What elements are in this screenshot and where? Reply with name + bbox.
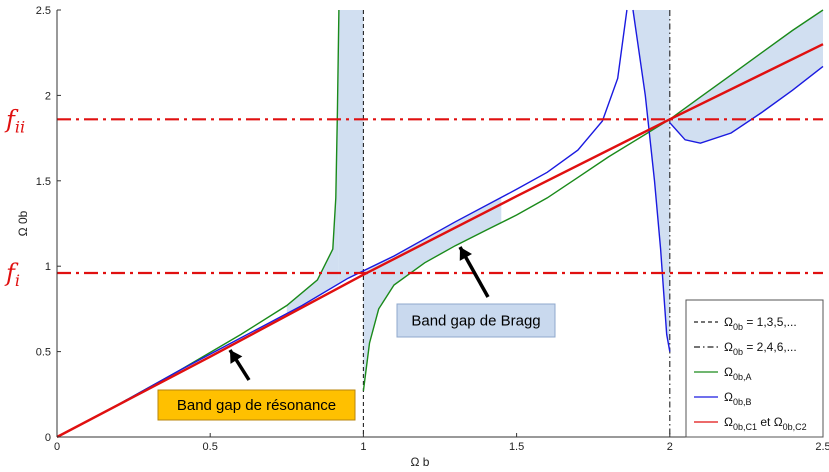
y-tick-label: 2.5 xyxy=(36,5,51,17)
y-tick-label: 2 xyxy=(45,90,51,102)
x-tick-label: 0 xyxy=(54,441,60,453)
annotations: Band gap de résonance Band gap de Bragg xyxy=(157,246,556,421)
legend-box xyxy=(685,299,824,438)
bragg-gap-box xyxy=(396,303,556,338)
band-gap-region xyxy=(669,10,823,144)
resonance-gap-box xyxy=(157,389,356,421)
x-tick-label: 1 xyxy=(360,441,366,453)
band-gap-region xyxy=(633,10,670,352)
bragg-gap-box-text: Band gap de Bragg xyxy=(411,313,540,330)
y-tick-label: 1.5 xyxy=(36,176,51,188)
band-gap-shading xyxy=(286,10,823,391)
legend-entry-label: Ω0b = 2,4,6,... xyxy=(724,340,797,357)
x-tick-label: 2.5 xyxy=(815,441,829,453)
band-gap-region xyxy=(338,10,364,284)
arrow-head xyxy=(459,247,472,261)
vertical-reference-lines xyxy=(362,10,671,437)
y-axis-label: Ω 0b xyxy=(16,210,30,236)
band-gap-region xyxy=(286,10,339,314)
legend: Ω0b = 1,3,5,...Ω0b = 2,4,6,...Ω0b,AΩ0b,B… xyxy=(685,299,824,438)
legend-entry-label: Ω0b = 1,3,5,... xyxy=(724,315,797,332)
series-line-3 xyxy=(56,43,824,439)
y-tick-label: 0.5 xyxy=(36,347,51,359)
x-axis-label: Ω b xyxy=(411,455,430,469)
x-tick-label: 1.5 xyxy=(509,441,524,453)
y-tick-label: 1 xyxy=(45,261,51,273)
band-gap-region xyxy=(363,197,502,391)
ref-label-i: fi xyxy=(4,259,20,290)
resonance-gap-box-text: Band gap de résonance xyxy=(177,397,336,414)
arrow-head xyxy=(230,350,243,364)
series-line-2 xyxy=(56,9,824,438)
x-tick-label: 2 xyxy=(667,441,673,453)
ref-label-ii: fii xyxy=(4,105,25,136)
x-tick-label: 0.5 xyxy=(203,441,218,453)
axes: 0 0.5 1 1.5 2 2.5 0 0.5 1 1.5 2 2.5 Ω b Ω 0b xyxy=(16,5,829,469)
series-lines xyxy=(56,9,824,439)
y-tick-label: 0 xyxy=(45,432,51,444)
